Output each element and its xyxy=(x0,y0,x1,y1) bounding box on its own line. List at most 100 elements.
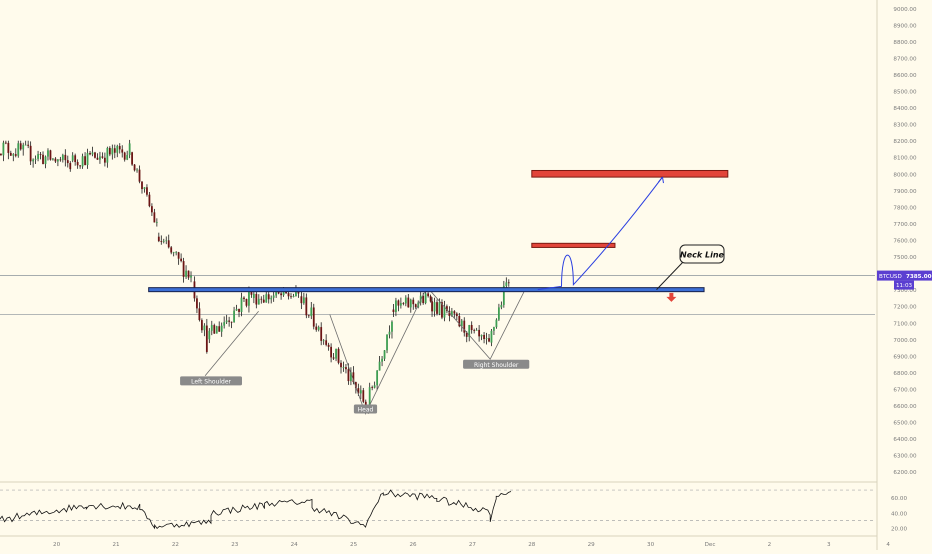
candle-body xyxy=(391,321,393,332)
neck-line-bar[interactable] xyxy=(148,287,705,293)
rsi-pane xyxy=(0,489,875,530)
candle-body xyxy=(436,302,438,314)
price-tick-label: 7600.00 xyxy=(893,239,917,245)
candle-body xyxy=(66,160,69,164)
candle-body xyxy=(84,156,86,166)
candle-body xyxy=(473,330,476,331)
neck-line-layer[interactable]: Neck Line xyxy=(148,244,725,293)
price-tick-label: 6600.00 xyxy=(893,404,917,410)
rsi-tick-label: 60.00 xyxy=(891,496,907,502)
candle-body xyxy=(422,295,425,304)
time-tick-label: 3 xyxy=(827,542,831,548)
candle-body xyxy=(399,303,402,306)
candle-body xyxy=(350,372,352,382)
candle-body xyxy=(103,157,106,163)
candle-body xyxy=(160,241,163,242)
candle-body xyxy=(167,240,170,248)
candle-body xyxy=(225,320,228,323)
rsi-line xyxy=(0,489,512,530)
candle-body xyxy=(383,350,386,359)
price-tick-label: 7000.00 xyxy=(893,338,917,344)
candle-body xyxy=(465,332,468,337)
rsi-tick-label: 20.00 xyxy=(891,526,907,532)
candle-body xyxy=(354,382,357,389)
candle-body xyxy=(252,293,255,298)
candle-body xyxy=(257,298,260,305)
candle-body xyxy=(250,291,253,295)
candle-body xyxy=(59,159,62,161)
candle-body xyxy=(497,307,500,320)
candle-body xyxy=(275,290,278,296)
time-tick-label: 30 xyxy=(647,542,655,548)
candle-body xyxy=(121,149,124,153)
candle-body xyxy=(32,159,35,162)
zones-layer[interactable] xyxy=(531,169,729,248)
time-tick-label: 26 xyxy=(409,542,417,548)
candle-body xyxy=(37,154,39,159)
lower-target-zone[interactable] xyxy=(531,242,616,248)
price-tick-label: 9000.00 xyxy=(893,7,917,13)
candle-body xyxy=(240,297,243,312)
candle-body xyxy=(208,330,211,340)
candle-body xyxy=(203,325,206,331)
candle-body xyxy=(49,150,52,160)
candle-body xyxy=(337,348,340,363)
price-tick-label: 6800.00 xyxy=(893,371,917,377)
candle-body xyxy=(162,240,165,242)
candle-body xyxy=(267,294,270,300)
upper-target-zone[interactable] xyxy=(531,169,729,178)
price-tick-label: 7100.00 xyxy=(893,321,917,327)
candle-body xyxy=(205,325,208,352)
candle-body xyxy=(446,306,448,311)
price-tick-label: 8200.00 xyxy=(893,139,917,145)
time-tick-label: 4 xyxy=(886,542,890,548)
candle-body xyxy=(305,297,308,316)
candle-body xyxy=(292,296,295,297)
candle-body xyxy=(270,297,273,300)
candle-body xyxy=(381,358,383,362)
neck-line-callout xyxy=(679,244,725,264)
time-tick-label: 22 xyxy=(172,542,179,548)
candle-body xyxy=(0,153,2,156)
candle-body xyxy=(34,158,37,160)
candle-body xyxy=(213,325,216,334)
candle-body xyxy=(431,301,433,312)
symbol-label: BTCUSD xyxy=(879,274,902,280)
candle-body xyxy=(69,163,72,170)
neck-line-label: Neck Line xyxy=(680,251,725,260)
candle-body xyxy=(362,390,365,402)
candle-body xyxy=(414,304,417,308)
candle-body xyxy=(272,295,275,298)
candle-body xyxy=(245,298,248,306)
candle-body xyxy=(56,159,59,162)
candle-body xyxy=(138,169,141,182)
candle-body xyxy=(493,327,495,331)
horizontal-lines-layer xyxy=(0,275,875,315)
candle-body xyxy=(409,299,412,308)
candle-body xyxy=(376,370,379,386)
candle-body xyxy=(332,357,335,359)
candle-body xyxy=(94,152,96,158)
candle-body xyxy=(108,147,111,155)
candle-body xyxy=(392,309,395,313)
candle-body xyxy=(310,307,313,317)
candle-body xyxy=(255,293,258,305)
candle-body xyxy=(74,155,77,162)
candle-body xyxy=(441,302,443,318)
candle-body xyxy=(427,293,430,297)
price-tick-label: 7900.00 xyxy=(893,189,917,195)
candle-body xyxy=(47,150,49,157)
time-tick-label: 21 xyxy=(112,542,120,548)
candle-body xyxy=(327,344,330,347)
candle-body xyxy=(488,338,490,342)
time-tick-label: Dec xyxy=(705,542,716,548)
candle-body xyxy=(12,154,15,156)
candle-body xyxy=(500,304,503,308)
candle-body xyxy=(322,340,325,342)
candle-body xyxy=(220,325,223,332)
candle-body xyxy=(89,152,91,155)
countdown-label: 11:03 xyxy=(896,283,913,289)
candle-body xyxy=(215,326,218,334)
